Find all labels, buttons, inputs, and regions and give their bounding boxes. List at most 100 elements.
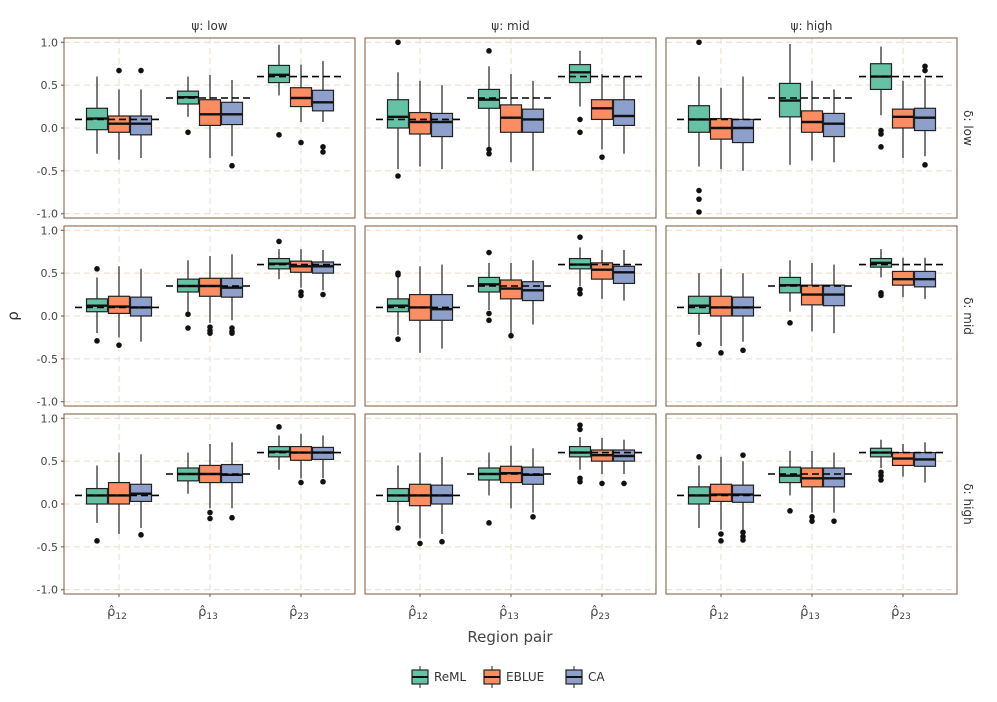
box-iqr (198, 277, 222, 297)
outlier-point (320, 144, 326, 150)
outlier-point (508, 332, 514, 339)
outlier-point (94, 338, 100, 344)
boxplot-eblue (891, 257, 915, 298)
box-iqr (107, 481, 131, 505)
outlier-point (185, 325, 191, 331)
outlier-point (185, 129, 191, 136)
box-iqr (430, 112, 454, 138)
outlier-point (878, 131, 884, 137)
legend-entry-ca: CA (565, 666, 605, 688)
boxplot-ca (521, 80, 545, 171)
facet-column-label: ψ: mid (491, 19, 529, 33)
panel-border (665, 413, 958, 595)
facet-panel (364, 413, 657, 595)
boxplot-eblue (289, 249, 313, 299)
boxplot-ca (913, 257, 937, 299)
outlier-point (94, 538, 100, 544)
boxplot-reml (687, 39, 711, 215)
box-iqr (408, 111, 432, 135)
boxplot-ca (129, 454, 153, 538)
boxplot-ca (731, 76, 755, 171)
boxplot-eblue (590, 250, 614, 299)
x-tick-label-base: ρ̂ (107, 605, 115, 620)
boxplot-reml (267, 424, 291, 470)
outlier-point (94, 266, 100, 272)
facet-panel (364, 225, 657, 407)
outlier-point (486, 520, 492, 526)
y-tick-label: -1.0 (37, 208, 58, 221)
x-tick-label: ρ̂13 (800, 605, 820, 622)
x-tick-label-subscript: 12 (115, 612, 126, 622)
outlier-point (395, 272, 401, 278)
x-tick-label-subscript: 12 (416, 612, 427, 622)
outlier-point (922, 63, 928, 70)
boxplot-eblue (709, 87, 733, 170)
boxplot-reml (267, 238, 291, 280)
boxplot-ca (913, 63, 937, 168)
outlier-point (621, 480, 627, 487)
outlier-point (298, 479, 304, 486)
outlier-point (740, 529, 746, 536)
box-iqr (709, 483, 733, 503)
boxplot-reml (477, 452, 501, 526)
boxplot-reml (386, 465, 410, 531)
boxplot-ca (822, 452, 846, 524)
box-iqr (590, 262, 614, 280)
x-tick-label-base: ρ̂ (891, 605, 899, 620)
boxplot-ca (311, 250, 335, 298)
outlier-point (577, 234, 583, 240)
outlier-point (696, 196, 702, 202)
legend-entry-eblue: EBLUE (483, 666, 544, 688)
x-tick-label: ρ̂23 (590, 605, 610, 622)
outlier-point (298, 139, 304, 146)
x-tick-label-subscript: 13 (808, 612, 819, 622)
outlier-point (740, 347, 746, 354)
outlier-point (696, 39, 702, 46)
boxplot-ca (612, 76, 636, 154)
boxplot-reml (176, 260, 200, 331)
boxplot-reml (869, 249, 893, 299)
boxplot-ca (311, 435, 335, 485)
boxplot-reml (176, 452, 200, 494)
boxplot-ca (612, 439, 636, 487)
outlier-point (229, 514, 235, 521)
outlier-point (696, 209, 702, 215)
facet-row-label: δ: mid (961, 297, 975, 335)
panel-border (665, 225, 958, 407)
y-tick-label: 1.0 (41, 224, 59, 237)
boxplot-eblue (107, 452, 131, 534)
outlier-point (138, 532, 144, 538)
y-tick-label: -1.0 (37, 396, 58, 409)
x-tick-label-subscript: 12 (717, 612, 728, 622)
boxplot-eblue (800, 450, 824, 524)
boxplot-reml (687, 454, 711, 528)
boxplot-ca (521, 260, 545, 325)
outlier-point (298, 292, 304, 299)
facet-panel (63, 37, 356, 219)
outlier-point (276, 424, 282, 430)
outlier-point (138, 67, 144, 74)
facet-panel (665, 413, 958, 595)
boxplot-ca (913, 442, 937, 483)
boxplot-reml (386, 39, 410, 179)
box-iqr (107, 295, 131, 315)
box-iqr (311, 261, 335, 274)
outlier-point (922, 67, 928, 74)
legend-entry-reml: ReML (411, 666, 467, 688)
facet-panel (63, 225, 356, 407)
boxplot-eblue (800, 262, 824, 332)
outlier-point (696, 454, 702, 460)
box-iqr (386, 99, 410, 129)
outlier-point (696, 187, 702, 194)
x-tick-label-base: ρ̂ (590, 605, 598, 620)
panel-border (364, 413, 657, 595)
boxplot-eblue (590, 438, 614, 487)
boxplot-eblue (408, 266, 432, 353)
boxplot-ca (521, 448, 545, 520)
outlier-point (809, 514, 815, 520)
x-tick-label: ρ̂12 (709, 605, 729, 622)
outlier-point (486, 310, 492, 317)
outlier-point (395, 39, 401, 46)
outlier-point (809, 518, 815, 524)
outlier-point (417, 540, 423, 547)
